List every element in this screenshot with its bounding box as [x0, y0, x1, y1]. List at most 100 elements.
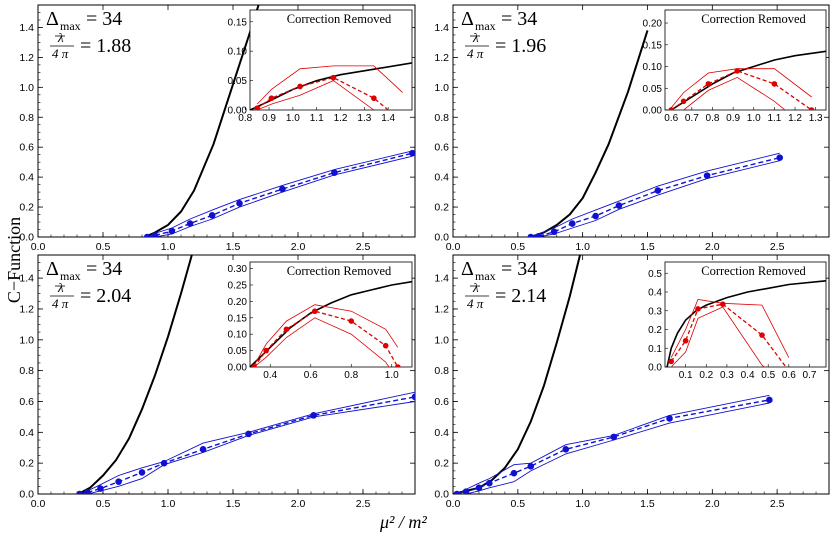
band-upper-line — [456, 394, 770, 494]
x-tick-label: 1.5 — [640, 498, 655, 510]
main-data-point — [143, 233, 151, 237]
main-data-point — [199, 445, 207, 453]
delta-subscript: max — [475, 269, 496, 283]
delta-subscript: max — [60, 19, 81, 33]
exact-curve — [530, 30, 649, 237]
inset-data-point — [719, 301, 726, 307]
main-data-point — [236, 200, 243, 207]
x-tick-label: 2.5 — [770, 498, 785, 510]
y-tick-label: 0.0 — [19, 489, 34, 501]
x-tick-label: 2.0 — [291, 498, 306, 510]
main-dashed-line — [79, 396, 415, 494]
y-tick-label: 0.4 — [434, 172, 449, 184]
y-tick-label: 0.8 — [19, 112, 34, 124]
inset-y-tick-label: 0.2 — [648, 325, 662, 336]
delta-value: = 34 — [86, 258, 122, 280]
inset-data-point — [668, 358, 674, 365]
inset-data-point — [734, 68, 741, 74]
inset-x-tick-label: 1.0 — [385, 370, 399, 381]
inset-chart: Correction Removed 0.6 0.7 0.8 0.9 1.0 1.1 1.2 1… — [643, 9, 827, 124]
inset-x-tick-label: 0.6 — [664, 113, 678, 124]
inset-band-upper — [253, 304, 399, 366]
inset-x-tick-label: 1.3 — [357, 113, 371, 124]
inset-x-tick-label: 0.7 — [803, 370, 817, 381]
inset-data-point — [254, 105, 260, 110]
main-data-point — [279, 185, 286, 193]
exact-curve — [144, 5, 260, 237]
main-data-point — [310, 412, 317, 419]
inset-y-tick-label: 0.05 — [228, 76, 248, 87]
main-data-point — [331, 169, 338, 176]
inset-x-tick-label: 1.1 — [310, 113, 324, 124]
inset-data-point — [395, 364, 401, 367]
inset-band-lower — [671, 76, 786, 110]
y-tick-label: 0.2 — [434, 458, 449, 470]
lambda-value: = 1.88 — [80, 35, 131, 57]
inset-y-tick-label: 0.00 — [228, 363, 248, 374]
y-tick-label: 0.6 — [19, 396, 34, 408]
inset-data-point — [705, 81, 712, 87]
y-tick-label: 0.8 — [434, 112, 449, 124]
main-data-point — [568, 220, 576, 227]
inset-band-lower — [256, 80, 375, 110]
inset-frame — [249, 9, 413, 111]
x-tick-label: 2.0 — [705, 241, 720, 253]
inset-title: Correction Removed — [287, 264, 392, 278]
inset-dashed-line — [256, 76, 390, 110]
inset-y-tick-label: 0.00 — [228, 106, 248, 117]
delta-value: = 34 — [86, 8, 122, 30]
y-tick-label: 0.4 — [19, 172, 34, 184]
panel-frame — [452, 4, 830, 238]
inset-x-tick-label: 0.6 — [304, 370, 318, 381]
inset-band-upper — [256, 65, 403, 105]
inset-x-tick-label: 1.0 — [286, 113, 300, 124]
delta-symbol: Δ — [461, 8, 474, 30]
band-lower-line — [456, 402, 770, 494]
inset-y-tick-label: 0.5 — [648, 269, 662, 280]
inset-data-point — [371, 95, 377, 102]
y-tick-label: 0.0 — [434, 489, 449, 501]
lambda-symbol: λ — [57, 280, 64, 295]
inset-data-point — [695, 306, 701, 312]
y-tick-label: 0.8 — [19, 365, 34, 377]
y-tick-label: 0.2 — [434, 202, 449, 214]
x-tick-label: 0.0 — [31, 498, 46, 510]
four-pi: 4 π — [52, 46, 69, 61]
main-data-point — [168, 227, 176, 235]
inset-x-tick-label: 1.1 — [767, 113, 781, 124]
inset-exact-curve — [666, 280, 826, 367]
y-tick-label: 1.2 — [434, 303, 449, 315]
y-tick-label: 0.6 — [434, 396, 449, 408]
inset-chart: Correction Removed 0.4 0.6 0.8 1.0 0.00 0.05 0.… — [228, 261, 413, 381]
inset-x-tick-label: 0.8 — [344, 370, 358, 381]
four-pi: 4 π — [467, 296, 484, 311]
inset-data-point — [808, 107, 815, 110]
main-data-point — [411, 393, 415, 401]
inset-x-tick-label: 0.9 — [726, 113, 740, 124]
x-tick-label: 1.5 — [226, 241, 241, 253]
x-tick-label: 2.5 — [356, 498, 371, 510]
inset-data-point — [283, 326, 290, 333]
inset-plot-area — [250, 62, 412, 110]
plot-area — [527, 30, 784, 237]
inset-exact-curve — [250, 280, 412, 367]
y-tick-label: 1.0 — [19, 82, 34, 94]
y-tick-label: 0.4 — [434, 427, 449, 439]
inset-title: Correction Removed — [701, 264, 806, 278]
inset-band-lower — [670, 306, 766, 367]
four-pi: 4 π — [52, 296, 69, 311]
inset-x-tick-label: 1.0 — [747, 113, 761, 124]
plot-area — [143, 5, 415, 237]
main-data-point — [527, 462, 535, 470]
x-tick-label: 0.0 — [31, 241, 46, 253]
inset-data-point — [771, 81, 778, 87]
inset-y-tick-label: 0.10 — [643, 62, 663, 73]
main-data-point — [527, 233, 535, 237]
delta-symbol: Δ — [46, 258, 59, 280]
lambda-value: = 1.96 — [495, 35, 546, 57]
delta-subscript: max — [475, 19, 496, 33]
band-lower-line — [530, 160, 780, 237]
